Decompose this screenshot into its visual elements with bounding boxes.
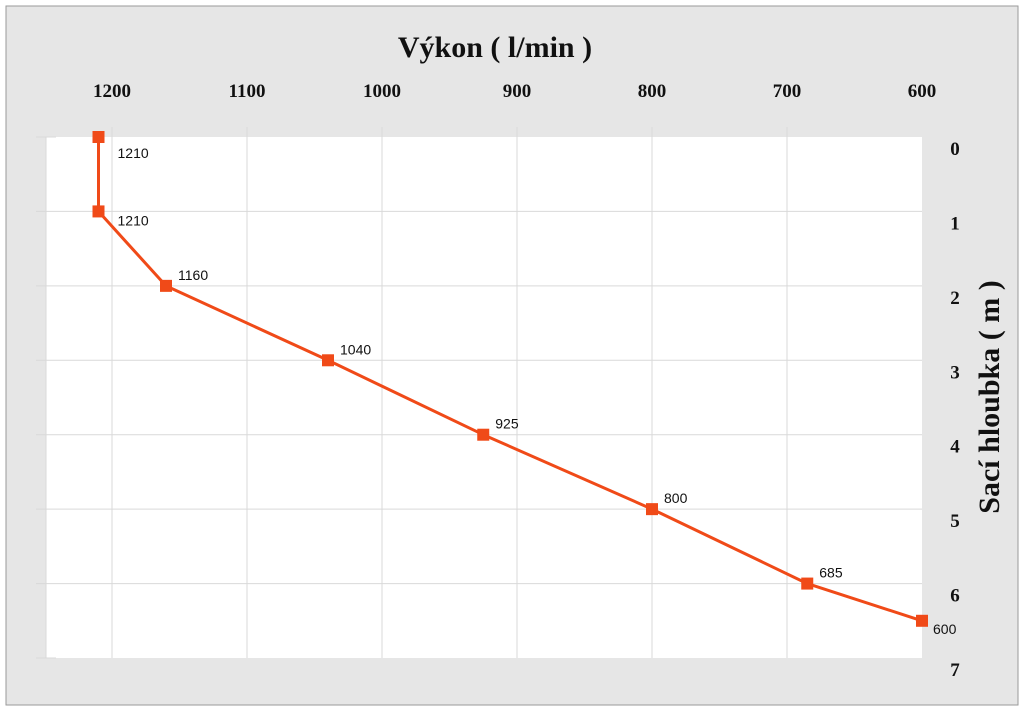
x-tick-label: 900 [503, 81, 532, 102]
data-point-marker [322, 354, 334, 367]
data-label: 1160 [178, 267, 208, 283]
y-tick-label: 1 [950, 213, 960, 234]
data-label: 1040 [340, 341, 371, 357]
y-tick-label: 4 [950, 437, 960, 458]
x-tick-label: 1100 [229, 81, 266, 102]
data-point-marker [160, 279, 172, 292]
y-tick-label: 7 [950, 660, 960, 681]
x-axis-ticks: 1200 1100 1000 900 800 700 600 [93, 81, 936, 102]
x-tick-label: 700 [773, 81, 802, 102]
chart-title: Výkon ( l/min ) [398, 31, 592, 64]
data-point-marker [477, 428, 490, 441]
series-line [97, 137, 923, 623]
y-tick-label: 6 [950, 586, 960, 607]
data-point-marker [92, 205, 105, 218]
data-point-marker [916, 614, 928, 627]
data-point-marker [801, 577, 814, 590]
data-point-marker [92, 131, 105, 143]
data-series [92, 131, 928, 627]
data-point-marker [646, 503, 658, 516]
x-tick-label: 1000 [363, 81, 401, 102]
x-tick-label: 1200 [93, 81, 131, 102]
data-labels: 1210 1210 1160 1040 925 800 685 600 [118, 145, 957, 637]
x-tick-label: 800 [638, 81, 667, 102]
data-label: 800 [664, 490, 688, 506]
y-tick-label: 2 [950, 288, 960, 309]
data-label: 1210 [118, 212, 149, 228]
y-axis-title: Sací hloubka ( m ) [973, 280, 1006, 513]
y-tick-label: 3 [950, 362, 960, 383]
data-label: 685 [819, 565, 843, 581]
y-tick-label: 0 [950, 139, 960, 160]
y-tick-label: 5 [950, 511, 960, 532]
x-tick-label: 600 [908, 81, 937, 102]
gridlines [36, 127, 922, 659]
data-label: 1210 [118, 145, 149, 161]
y-axis-ticks: 0 1 2 3 4 5 6 7 [950, 139, 960, 681]
plot-area [46, 137, 922, 658]
data-label: 925 [495, 416, 519, 432]
data-label: 600 [933, 621, 957, 637]
